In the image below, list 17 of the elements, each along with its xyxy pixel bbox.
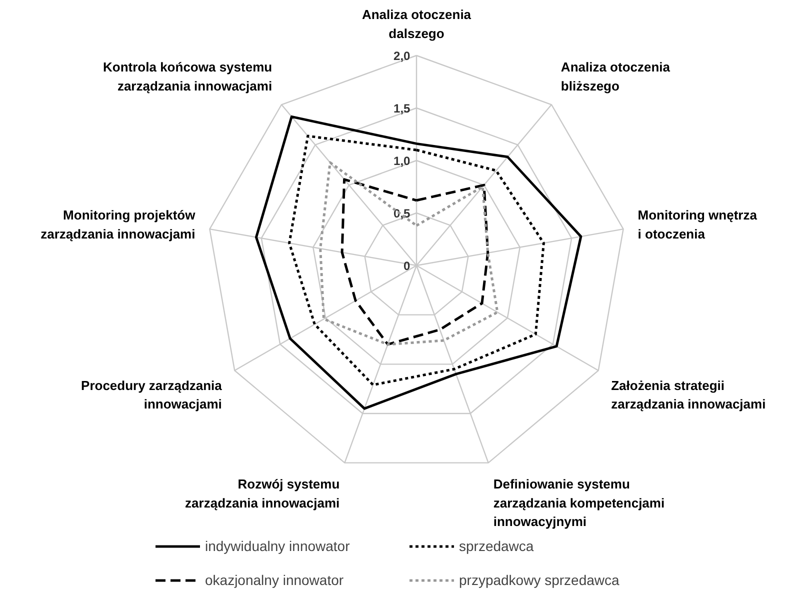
spoke-label: Rozwój systemu zarządzania innowacjami	[185, 476, 340, 510]
y-tick-label: 1,5	[394, 102, 411, 116]
spoke-label: Monitoring wnętrza i otoczenia	[638, 208, 758, 242]
y-tick-label: 0	[404, 259, 411, 273]
y-tick-label: 1,0	[394, 154, 411, 168]
legend-label: indywidualny innowator	[205, 538, 351, 554]
y-tick-label: 2,0	[394, 49, 411, 63]
legend-label: przypadkowy sprzedawca	[459, 572, 620, 588]
legend-label: okazjonalny innowator	[205, 572, 345, 588]
spoke-label: Założenia strategii zarządzania innowacjami	[611, 378, 766, 412]
spoke-label: Analiza otoczenia bliższego	[560, 60, 671, 94]
spoke-label: Procedury zarządzania innowacjami	[81, 378, 223, 412]
spoke-label: Analiza otoczenia dalszego	[362, 7, 472, 41]
spoke-label: Kontrola końcowa systemu zarządzania innowacjami	[103, 60, 272, 94]
legend-label: sprzedawca	[459, 538, 535, 554]
spoke-label: Definiowanie systemu zarządzania kompetencjami innowacyjnymi	[493, 476, 665, 530]
spoke-label: Monitoring projektów zarządzania innowacjami	[40, 208, 196, 242]
